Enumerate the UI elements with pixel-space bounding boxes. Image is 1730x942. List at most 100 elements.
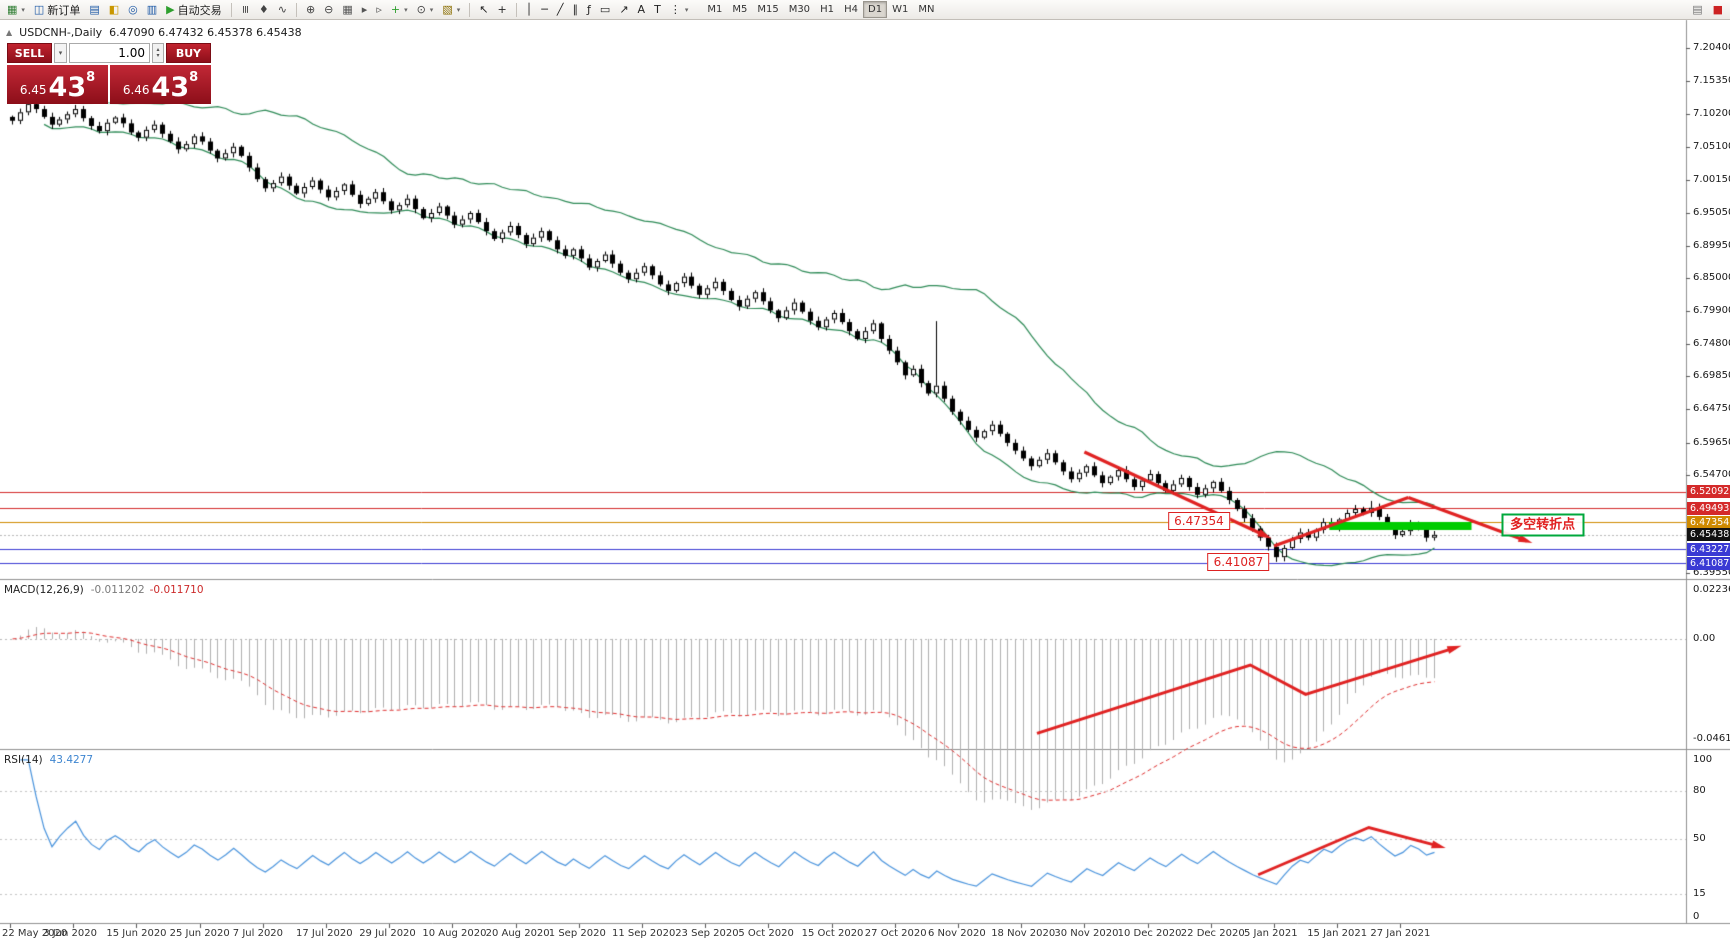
text-label-button[interactable]: T [650, 1, 665, 19]
chart-list-button[interactable]: ▤ [1688, 1, 1706, 19]
timeframe-m1-button[interactable]: M1 [702, 1, 727, 18]
autotrading-label: 自动交易 [177, 3, 222, 17]
candlestick-chart-button[interactable]: ♦ [255, 1, 273, 19]
timeframe-w1-button[interactable]: W1 [887, 1, 913, 18]
volume-dropdown-icon[interactable]: ▾ [54, 43, 67, 63]
terminal-button[interactable]: ▥ [143, 1, 161, 19]
timeframe-h4-button[interactable]: H4 [839, 1, 863, 18]
volume-decrease-icon[interactable]: ▾ [156, 52, 160, 59]
fibonacci-button[interactable]: ƒ [583, 1, 595, 19]
indicators-icon: + [390, 3, 401, 16]
templates-button[interactable]: ▧ ▾ [438, 1, 464, 19]
zoom-out-button[interactable]: ⊖ [320, 1, 337, 19]
zoom-out-icon: ⊖ [324, 3, 334, 16]
shapes-button[interactable]: ▭ [596, 1, 614, 19]
new-chart-button[interactable]: ▦ ▾ [3, 1, 29, 19]
zoom-in-button[interactable]: ⊕ [302, 1, 319, 19]
data-window-button[interactable]: ◧ [105, 1, 123, 19]
volume-input[interactable] [69, 43, 150, 63]
one-click-toggle-icon[interactable]: ▲ [6, 28, 13, 37]
buy-price-big: 43 [151, 72, 190, 104]
shapes-icon: ▭ [599, 3, 611, 16]
timeframe-m5-button[interactable]: M5 [727, 1, 752, 18]
level-annotation-641087[interactable]: 6.41087 [1207, 552, 1270, 571]
crosshair-button[interactable]: + [493, 1, 510, 19]
trendline-icon: ╱ [556, 3, 564, 16]
crosshair-icon: + [497, 3, 507, 16]
indicators-caret-icon: ▾ [404, 5, 408, 14]
vertical-line-button[interactable]: │ [522, 1, 537, 19]
new-chart-caret-icon: ▾ [21, 5, 25, 14]
text-button[interactable]: A [634, 1, 650, 19]
bar-chart-icon: ≡ [238, 4, 252, 15]
macd-label: MACD(12,26,9) [4, 584, 84, 596]
toolbar-separator [515, 2, 517, 17]
horizontal-line-button[interactable]: ─ [537, 1, 552, 19]
auto-scroll-icon: ▸ [361, 3, 368, 16]
chart-list-icon: ▤ [1692, 3, 1703, 16]
alert-icon: ■ [1712, 3, 1723, 16]
timeframe-toolbar: M1 M5 M15 M30 H1 H4 D1 W1 MN [702, 1, 939, 18]
sell-button[interactable]: SELL [7, 43, 52, 63]
terminal-icon: ▥ [146, 3, 158, 16]
autotrading-button[interactable]: ▶ 自动交易 [162, 1, 225, 19]
new-chart-icon: ▦ [7, 3, 18, 16]
text-icon: A [637, 3, 646, 16]
main-toolbar: ▦ ▾ ◫ 新订单 ▤ ◧ ◎ ▥ ▶ 自动交易 ≡ ♦ ∿ ⊕ ⊖ ▦ ▸ ▹ + ▾ ⊙ ▾ ▧ ▾ ↖ + │ ─ ╱ ∥ ƒ ▭ ↗ A T… [0, 0, 1730, 20]
market-watch-button[interactable]: ▤ [85, 1, 103, 19]
trendline-button[interactable]: ╱ [553, 1, 568, 19]
timeframe-d1-button[interactable]: D1 [863, 1, 888, 18]
symbol-info: ▲ USDCNH-,Daily 6.47090 6.47432 6.45378 … [6, 26, 302, 39]
toolbar-right-group: ▤ ■ [1688, 1, 1727, 19]
templates-icon: ▧ [442, 3, 453, 16]
arrows-icon: ↗ [619, 3, 629, 16]
bar-chart-button[interactable]: ≡ [237, 1, 254, 19]
macd-main-value: -0.011202 [90, 584, 145, 596]
one-click-trading-panel: SELL ▾ ▴▾ BUY 6.45 43 8 6.46 43 8 [7, 43, 211, 104]
timeframe-m15-button[interactable]: M15 [752, 1, 783, 18]
autotrading-icon: ▶ [166, 3, 175, 16]
timeframe-h1-button[interactable]: H1 [815, 1, 839, 18]
macd-indicator-header: MACD(12,26,9) -0.011202 -0.011710 [4, 584, 204, 596]
horizontal-line-icon: ─ [541, 3, 548, 16]
chart-shift-button[interactable]: ▹ [372, 1, 386, 19]
volume-increase-icon[interactable]: ▴ [156, 46, 160, 53]
sell-price-box[interactable]: 6.45 43 8 [7, 65, 108, 104]
toolbar-left-group: ▦ ▾ ◫ 新订单 ▤ ◧ ◎ ▥ ▶ 自动交易 ≡ ♦ ∿ ⊕ ⊖ ▦ ▸ ▹ + ▾ ⊙ ▾ ▧ ▾ ↖ + │ ─ ╱ ∥ ƒ ▭ ↗ A T… [3, 1, 692, 19]
tile-windows-icon: ▦ [342, 3, 353, 16]
symbol-ohlc: 6.47090 6.47432 6.45378 6.45438 [109, 26, 302, 39]
trade-panel-prices: 6.45 43 8 6.46 43 8 [7, 65, 211, 104]
sell-price-prefix: 6.45 [19, 83, 47, 97]
cursor-button[interactable]: ↖ [475, 1, 492, 19]
level-annotation-647354[interactable]: 6.47354 [1168, 511, 1230, 530]
fibonacci-icon: ƒ [587, 3, 591, 16]
line-chart-icon: ∿ [277, 3, 287, 16]
auto-scroll-button[interactable]: ▸ [358, 1, 372, 19]
templates-caret-icon: ▾ [456, 5, 461, 14]
alert-button[interactable]: ■ [1709, 1, 1727, 19]
navigator-button[interactable]: ◎ [124, 1, 142, 19]
arrows-button[interactable]: ↗ [615, 1, 632, 19]
tile-windows-button[interactable]: ▦ [338, 1, 356, 19]
indicators-button[interactable]: + ▾ [387, 1, 412, 19]
equidistant-channel-button[interactable]: ∥ [569, 1, 583, 19]
text-label-icon: T [654, 3, 661, 16]
buy-button[interactable]: BUY [166, 43, 211, 63]
buy-price-box[interactable]: 6.46 43 8 [110, 65, 211, 104]
macd-signal-value: -0.011710 [149, 584, 204, 596]
trade-panel-controls: SELL ▾ ▴▾ BUY [7, 43, 211, 63]
sell-price-big: 43 [48, 72, 87, 104]
timeframe-mn-button[interactable]: MN [913, 1, 939, 18]
rsi-label: RSI(14) [4, 754, 43, 766]
turning-point-annotation[interactable]: 多空转折点 [1501, 513, 1585, 537]
zoom-in-icon: ⊕ [305, 3, 316, 16]
more-tools-button[interactable]: ⋮ ▾ [666, 1, 693, 19]
periods-button[interactable]: ⊙ ▾ [413, 1, 438, 19]
chart-shift-icon: ▹ [376, 3, 382, 16]
line-chart-button[interactable]: ∿ [274, 1, 291, 19]
volume-spinner[interactable]: ▴ ▾ [152, 43, 164, 63]
new-order-button[interactable]: ◫ 新订单 [30, 1, 84, 19]
cursor-icon: ↖ [479, 3, 489, 16]
timeframe-m30-button[interactable]: M30 [784, 1, 815, 18]
